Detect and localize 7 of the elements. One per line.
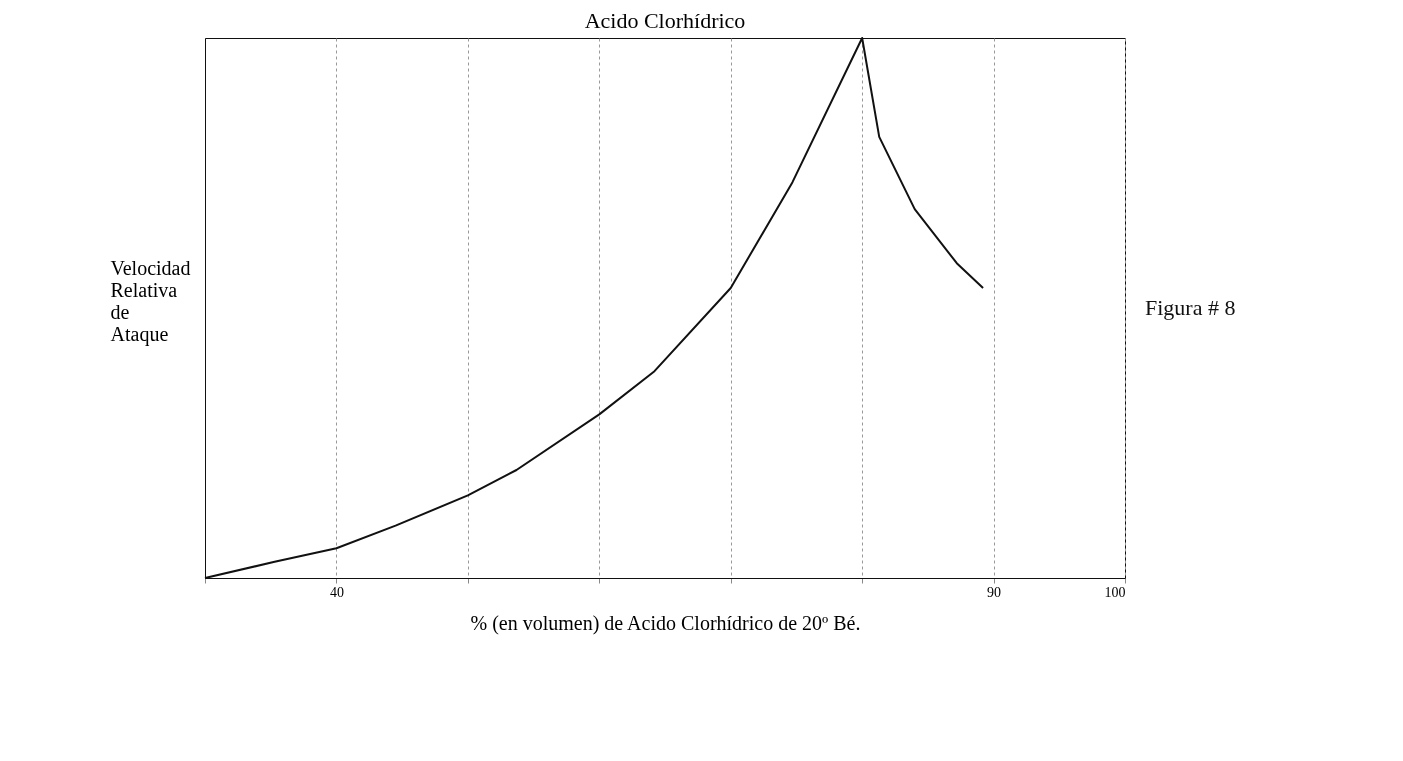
x-axis-title: % (en volumen) de Acido Clorhídrico de 20º Bé. xyxy=(470,611,861,635)
y-axis-title: Velocidad Relativa de Ataque xyxy=(110,256,191,346)
chart-title: Acido Clorhídrico xyxy=(584,8,746,33)
x-tick-label: 40 xyxy=(329,584,344,600)
text: Figura # 8 xyxy=(1145,295,1236,320)
x-tick-label: 90 xyxy=(987,584,1002,600)
x-tick-label: 100 xyxy=(1104,584,1126,600)
